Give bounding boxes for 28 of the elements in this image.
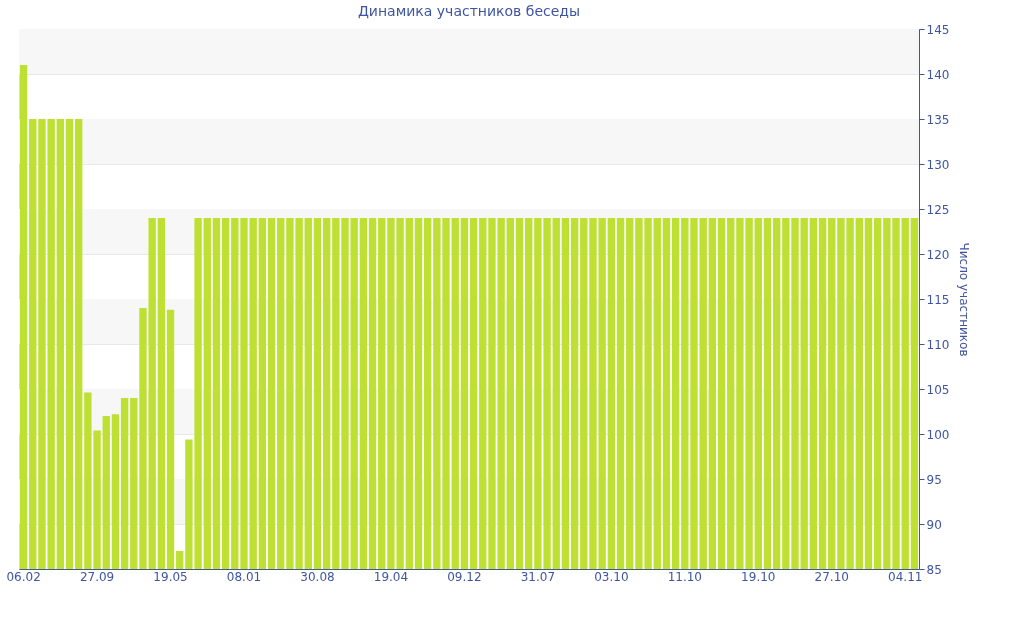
y-tick-label: 105 <box>926 382 950 397</box>
y-tick-label: 100 <box>926 427 950 442</box>
x-tick-label: 03.10 <box>594 569 629 584</box>
x-tick-label: 27.10 <box>814 569 849 584</box>
x-tick-label: 06.02 <box>6 569 41 584</box>
y-tick-label: 145 <box>926 22 950 37</box>
chart-title: Динамика участников беседы <box>357 3 581 19</box>
y-axis-title: Число участников <box>957 242 972 357</box>
y-tick-label: 90 <box>926 517 942 532</box>
x-tick-label: 04.11 <box>888 569 923 584</box>
y-tick-label: 125 <box>926 202 950 217</box>
y-tick-label: 135 <box>926 112 950 127</box>
y-tick-label: 115 <box>926 292 950 307</box>
x-tick-label: 09.12 <box>447 569 482 584</box>
y-tick-label: 85 <box>926 562 942 577</box>
x-tick-label: 08.01 <box>226 569 262 584</box>
x-tick-label: 31.07 <box>520 569 556 584</box>
x-tick-label: 19.04 <box>373 569 409 584</box>
x-tick-label: 11.10 <box>667 569 702 584</box>
x-tick-label: 30.08 <box>300 569 335 584</box>
x-tick-label: 27.09 <box>79 569 115 584</box>
y-tick-label: 130 <box>926 157 950 172</box>
x-tick-label: 19.05 <box>153 569 188 584</box>
y-tick-label: 120 <box>926 247 950 262</box>
y-tick-label: 110 <box>926 337 950 352</box>
y-tick-label: 140 <box>926 67 950 82</box>
x-tick-label: 19.10 <box>741 569 776 584</box>
y-tick-label: 95 <box>926 472 942 487</box>
